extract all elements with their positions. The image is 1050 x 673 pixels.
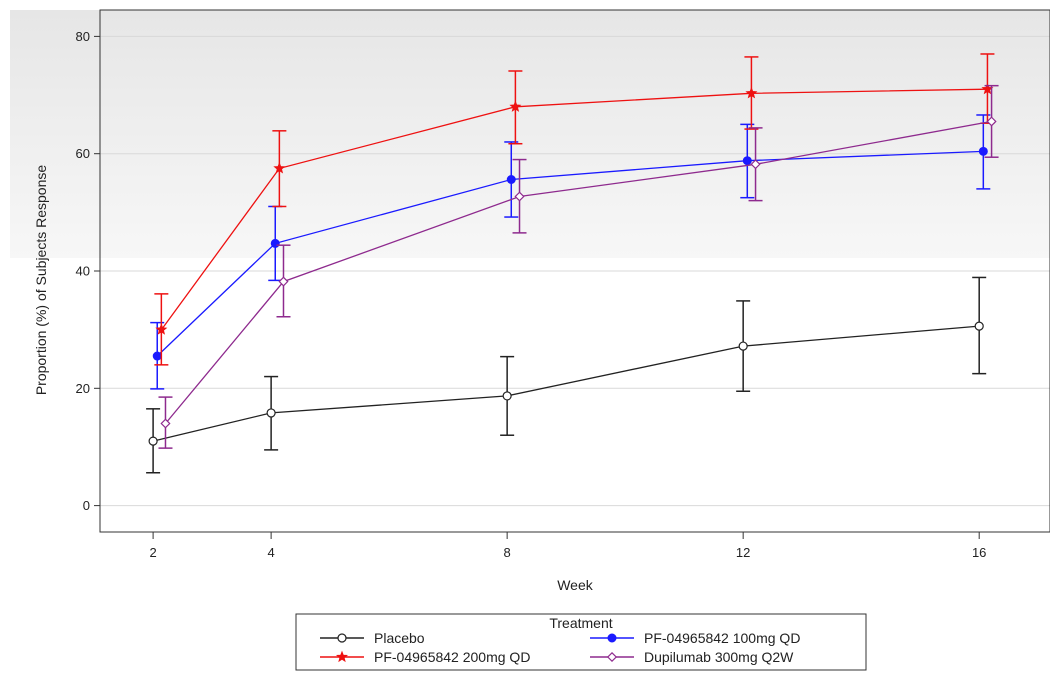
legend: Treatment Placebo PF-04965842 100mg QD PF-… [295, 613, 867, 671]
legend-title: Treatment [549, 615, 612, 631]
data-point [160, 418, 171, 429]
legend-label: Placebo [374, 630, 425, 646]
y-tick-label: 40 [76, 264, 90, 279]
legend-frame [295, 613, 867, 671]
data-point [266, 408, 276, 418]
y-tick-label: 80 [76, 29, 90, 44]
y-axis-title: Proportion (%) of Subjects Response [33, 165, 49, 396]
series-3 [154, 53, 995, 366]
data-point [155, 323, 168, 335]
legend-label: PF-04965842 200mg QD [374, 649, 530, 665]
legend-entry: PF-04965842 200mg QD [320, 649, 530, 665]
data-point [152, 351, 162, 361]
legend-marker [335, 650, 349, 663]
data-point [506, 175, 516, 185]
data-point [986, 116, 997, 127]
data-point [750, 159, 761, 170]
series [146, 53, 999, 474]
data-point [278, 276, 289, 287]
data-point [978, 146, 988, 156]
y-tick-label: 60 [76, 146, 90, 161]
data-point [270, 238, 280, 248]
series-line [152, 325, 980, 442]
legend-marker [606, 651, 618, 663]
x-tick-label: 16 [972, 545, 986, 560]
axes: 0 20 40 60 80 2 4 8 12 16 [76, 29, 987, 560]
series-1 [146, 276, 987, 474]
data-point [514, 191, 525, 202]
legend-label: Dupilumab 300mg Q2W [644, 649, 794, 665]
x-axis-title: Week [557, 577, 594, 593]
data-point [738, 341, 748, 351]
legend-marker [337, 633, 347, 643]
series-4 [158, 84, 999, 449]
shaded-band [10, 10, 1050, 258]
x-tick-label: 8 [504, 545, 511, 560]
legend-marker [607, 633, 617, 643]
data-point [974, 321, 984, 331]
data-point [273, 162, 286, 174]
data-point [509, 100, 522, 112]
data-point [745, 86, 758, 99]
legend-entry: Dupilumab 300mg Q2W [590, 649, 794, 665]
x-tick-label: 12 [736, 545, 750, 560]
data-point [742, 156, 752, 166]
x-tick-label: 4 [268, 545, 275, 560]
legend-entry: PF-04965842 100mg QD [590, 630, 800, 646]
grid-lines [100, 35, 1050, 507]
legend-label: PF-04965842 100mg QD [644, 630, 800, 646]
y-tick-label: 0 [83, 498, 90, 513]
legend-entry: Placebo [320, 630, 425, 646]
y-tick-label: 20 [76, 381, 90, 396]
x-tick-label: 2 [149, 545, 156, 560]
data-point [502, 391, 512, 401]
data-point [148, 436, 158, 446]
